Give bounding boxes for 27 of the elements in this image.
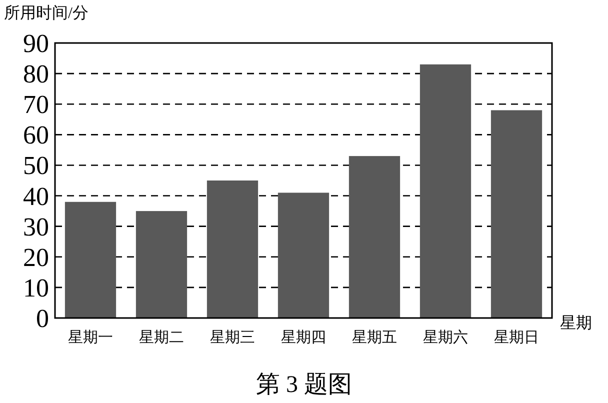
y-tick-label: 10	[23, 273, 49, 302]
y-tick-label: 0	[36, 304, 49, 333]
bar	[64, 202, 116, 318]
text: 第 3 题图	[256, 372, 352, 398]
y-tick-label: 50	[23, 151, 49, 180]
bar	[348, 156, 400, 318]
y-tick-label: 80	[23, 60, 49, 89]
x-tick-label: 星期四	[281, 329, 326, 346]
x-tick-label: 星期五	[352, 329, 397, 346]
x-tick-label: 星期三	[210, 329, 255, 346]
y-tick-label: 60	[23, 120, 49, 150]
y-tick-label: 30	[23, 212, 49, 242]
x-tick-label: 星期日	[494, 329, 539, 346]
bar	[278, 192, 330, 318]
bar	[136, 211, 188, 318]
x-tick-label: 星期二	[139, 329, 184, 346]
bar	[420, 64, 472, 318]
y-tick-label: 40	[23, 182, 49, 211]
y-tick-label: 70	[23, 90, 49, 120]
x-tick-label: 星期六	[423, 329, 468, 346]
bar	[206, 180, 258, 318]
bar	[490, 110, 542, 318]
y-tick-label: 90	[23, 29, 49, 58]
y-tick-label: 20	[23, 242, 49, 272]
y-axis-title: 所用时间/分	[4, 4, 88, 22]
x-axis-title: 星期	[560, 314, 592, 332]
x-tick-label: 星期一	[68, 329, 113, 346]
